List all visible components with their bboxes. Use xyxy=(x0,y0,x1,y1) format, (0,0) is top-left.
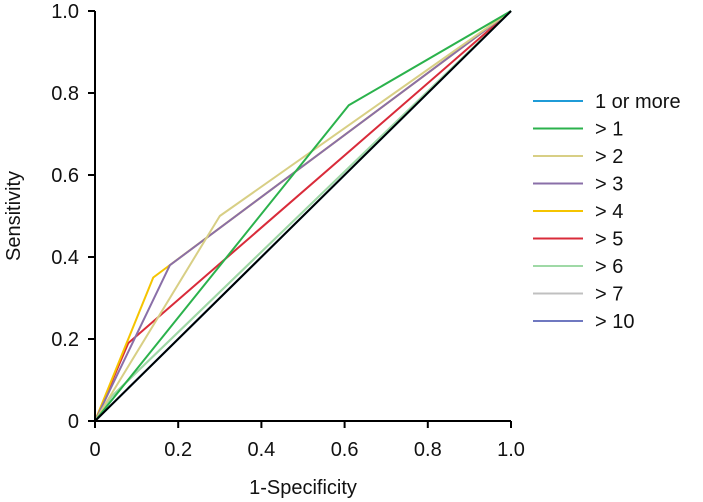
series-line-3 xyxy=(94,10,512,422)
legend-label: > 4 xyxy=(595,201,623,223)
y-tick-label: 1.0 xyxy=(51,1,79,23)
legend-label: > 7 xyxy=(595,284,623,306)
reference-diagonal-line xyxy=(94,10,512,422)
x-tick-label: 0.6 xyxy=(331,439,359,461)
x-tick-label: 0.4 xyxy=(247,439,275,461)
y-tick-label: 0.4 xyxy=(51,247,79,269)
y-ticks: 0 0.2 0.4 0.6 0.8 1.0 xyxy=(51,1,95,433)
x-tick-label: 0 xyxy=(89,439,100,461)
series-line-2 xyxy=(94,10,512,422)
legend-label: > 5 xyxy=(595,229,623,251)
legend-label: 1 or more xyxy=(595,91,681,113)
x-axis-title: 1-Specificity xyxy=(249,477,357,499)
x-tick-label: 0.8 xyxy=(414,439,442,461)
x-tick-label: 0.2 xyxy=(164,439,192,461)
legend-label: > 3 xyxy=(595,174,623,196)
legend-label: > 6 xyxy=(595,256,623,278)
y-tick-label: 0.2 xyxy=(51,329,79,351)
legend-label: > 1 xyxy=(595,119,623,141)
legend: 1 or more > 1 > 2 > 3 > 4 > 5 > 6 > 7 > 10 xyxy=(533,91,681,333)
y-tick-label: 0.8 xyxy=(51,83,79,105)
y-axis-title: Sensitivity xyxy=(3,171,25,261)
x-tick-label: 1.0 xyxy=(497,439,525,461)
legend-label: > 10 xyxy=(595,311,634,333)
y-tick-label: 0.6 xyxy=(51,165,79,187)
x-ticks: 0 0.2 0.4 0.6 0.8 1.0 xyxy=(89,421,525,461)
series-line-1 xyxy=(94,10,512,422)
axes xyxy=(94,11,511,422)
series-layer xyxy=(94,10,512,422)
legend-label: > 2 xyxy=(595,146,623,168)
y-tick-label: 0 xyxy=(68,411,79,433)
